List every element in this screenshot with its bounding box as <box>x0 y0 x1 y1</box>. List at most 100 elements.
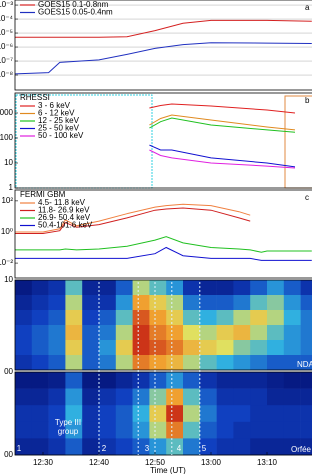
spectrogram-cell <box>233 310 250 325</box>
spectrogram-cell <box>217 355 234 370</box>
spectrogram-cell <box>217 325 234 340</box>
y-tick-label: 10⁻² <box>0 258 13 267</box>
spectrogram-cell <box>233 355 250 370</box>
spectrogram-cell <box>166 355 183 370</box>
spectrogram-cell <box>99 340 116 355</box>
spectrogram-cell <box>200 295 217 310</box>
y-tick-label: 10⁻³ <box>0 0 13 9</box>
spectrogram-cell <box>233 295 250 310</box>
spectrogram-cell <box>267 405 284 422</box>
y-tick-label: 10² <box>1 196 13 205</box>
spectrogram-cell <box>200 405 217 422</box>
spectrogram-cell <box>284 295 301 310</box>
spectrogram-cell <box>149 280 166 295</box>
spectrogram-cell <box>166 280 183 295</box>
spectrogram-cell <box>284 310 301 325</box>
spectrogram-cell <box>183 325 200 340</box>
y-tick-label: 10⁻⁴ <box>0 14 14 23</box>
spectrogram-cell <box>149 310 166 325</box>
spectrogram-cell <box>32 355 49 370</box>
spectrogram-cell <box>15 325 32 340</box>
spectrogram-cell <box>15 389 32 406</box>
night-box <box>285 96 312 188</box>
station-label: Orfée <box>291 445 312 454</box>
y-tick-label: 10⁻⁶ <box>0 42 13 51</box>
spectrogram-cell <box>183 372 200 389</box>
annotation: group <box>58 427 79 436</box>
x-tick-label: 12:30 <box>33 458 54 467</box>
spectrogram-cell <box>32 295 49 310</box>
spectrogram-cell <box>166 372 183 389</box>
spectrogram-cell <box>267 389 284 406</box>
spectrogram-cell <box>301 372 312 389</box>
spectrogram-cell <box>15 422 32 439</box>
x-tick-label: 13:10 <box>257 458 278 467</box>
spectrogram-cell <box>200 355 217 370</box>
spectrogram-cell <box>267 340 284 355</box>
y-tick-label: 100 <box>0 133 14 142</box>
station-label: NDA <box>297 360 312 369</box>
spectrogram-cell <box>267 422 284 439</box>
spectrogram-cell <box>65 389 82 406</box>
spectrogram-cell <box>133 405 150 422</box>
spectrogram-cell <box>233 438 250 455</box>
y-tick-label: 10⁻⁵ <box>0 28 13 37</box>
spectrogram-cell <box>217 389 234 406</box>
spectrogram-cell <box>116 295 133 310</box>
y-tick-label: 10⁻⁸ <box>0 70 13 79</box>
spectrogram-cell <box>183 389 200 406</box>
spectrogram-cell <box>32 372 49 389</box>
spectrogram-cell <box>133 295 150 310</box>
spectrogram-cell <box>183 310 200 325</box>
spectrogram-cell <box>15 405 32 422</box>
spectrogram-cell <box>99 280 116 295</box>
spectrogram-cell <box>15 295 32 310</box>
series-line <box>15 43 312 74</box>
series-line <box>15 20 312 37</box>
spectrogram-cell <box>166 389 183 406</box>
spectrogram-cell <box>200 325 217 340</box>
spectrogram-cell <box>301 389 312 406</box>
spectrogram-cell <box>250 389 267 406</box>
spectrogram-cell <box>116 310 133 325</box>
spectrogram-cell <box>200 389 217 406</box>
spectrogram-cell <box>15 355 32 370</box>
spectrogram-cell <box>233 405 250 422</box>
spectrogram-cell <box>116 422 133 439</box>
spectrogram-cell <box>233 389 250 406</box>
event-label: 5 <box>202 444 207 453</box>
spectrogram-cell <box>99 422 116 439</box>
panel-label: b <box>305 96 310 105</box>
spectrogram-cell <box>301 422 312 439</box>
spectrogram-cell <box>250 405 267 422</box>
annotation: Type III <box>55 418 81 427</box>
spectrogram-cell <box>133 340 150 355</box>
spectrogram-cell <box>166 310 183 325</box>
spectrogram-cell <box>32 280 49 295</box>
spectrogram-cell <box>183 355 200 370</box>
spectrogram-cell <box>82 389 99 406</box>
y-label: 00 <box>4 450 13 459</box>
spectrogram-cell <box>32 405 49 422</box>
spectrogram-cell <box>149 422 166 439</box>
spectrogram-cell <box>49 340 66 355</box>
spectrogram-cell <box>149 405 166 422</box>
spectrogram-cell <box>301 280 312 295</box>
spectrogram-cell <box>116 405 133 422</box>
spectrogram-cell <box>166 340 183 355</box>
spectrogram-cell <box>267 372 284 389</box>
spectrogram-cell <box>116 438 133 455</box>
event-label: 2 <box>102 444 107 453</box>
spectrogram-cell <box>183 280 200 295</box>
spectrogram-cell <box>250 340 267 355</box>
spectrogram-cell <box>267 325 284 340</box>
spectrogram-cell <box>99 389 116 406</box>
spectrogram-cell <box>116 340 133 355</box>
panel-label: a <box>305 3 310 12</box>
spectrogram-cell <box>65 355 82 370</box>
spectrogram-cell <box>284 340 301 355</box>
spectrogram-cell <box>82 310 99 325</box>
spectrogram-cell <box>65 438 82 455</box>
spectrogram-cell <box>133 372 150 389</box>
spectrogram-cell <box>149 355 166 370</box>
